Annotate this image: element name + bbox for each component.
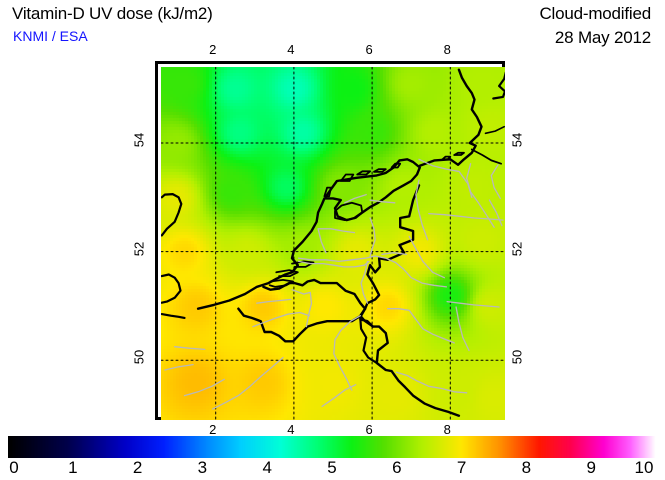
colorbar-tick-1: 1: [68, 458, 78, 477]
y-axis-tick-right-54: 54: [509, 132, 525, 148]
x-axis-tick-top-6: 6: [365, 42, 373, 57]
colorbar-gradient: [8, 436, 656, 458]
y-axis-tick-left-52: 52: [131, 241, 147, 256]
x-axis-tick-top-8: 8: [443, 42, 451, 57]
page-title: Vitamin-D UV dose (kJ/m2): [12, 4, 213, 23]
x-axis-tick-top-2: 2: [209, 42, 217, 57]
y-axis-tick-left-54: 54: [131, 132, 147, 148]
product-mode-label: Cloud-modified: [539, 4, 651, 23]
colorbar-tick-7: 7: [456, 458, 467, 477]
y-axis-tick-right-50: 50: [509, 350, 525, 365]
map-frame: [155, 61, 505, 420]
observation-date: 28 May 2012: [554, 28, 651, 47]
colorbar-tick-4: 4: [262, 458, 272, 477]
colorbar: [8, 436, 656, 458]
colorbar-tick-3: 3: [197, 458, 208, 477]
colorbar-tick-labels: 0 1 2 3 4 5 6 7 8 9 10: [0, 458, 665, 480]
colorbar-tick-5: 5: [327, 458, 337, 477]
x-axis-tick-bottom-6: 6: [365, 422, 373, 437]
colorbar-tick-8: 8: [521, 458, 532, 477]
map-field-area: [161, 67, 505, 420]
y-axis-tick-right-52: 52: [509, 241, 525, 256]
y-axis-tick-left-50: 50: [131, 350, 147, 365]
colorbar-tick-10: 10: [634, 458, 654, 477]
colorbar-tick-9: 9: [586, 458, 596, 477]
institution-credit: KNMI / ESA: [13, 28, 88, 44]
colorbar-tick-6: 6: [392, 458, 402, 477]
colorbar-tick-2: 2: [132, 458, 143, 477]
x-axis-tick-top-4: 4: [287, 42, 295, 57]
uv-dose-heatmap: [161, 67, 505, 420]
colorbar-tick-0: 0: [9, 458, 19, 477]
x-axis-tick-bottom-4: 4: [287, 422, 295, 437]
map-plot-panel: [155, 61, 505, 420]
x-axis-tick-bottom-8: 8: [443, 422, 451, 437]
x-axis-tick-bottom-2: 2: [209, 422, 217, 437]
